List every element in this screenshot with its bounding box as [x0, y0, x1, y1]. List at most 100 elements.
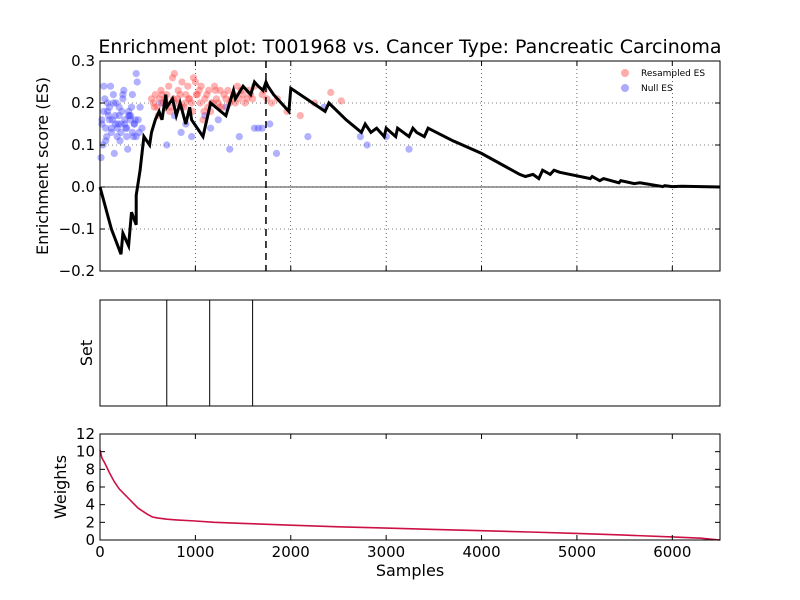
scatter-point: [205, 86, 213, 94]
scatter-point: [241, 99, 249, 107]
scatter-point: [176, 91, 184, 99]
scatter-point: [113, 133, 121, 141]
weights-x-ticks: 0 1000 2000 3000 4000 5000 6000: [95, 434, 691, 561]
y-tick-label: 0.2: [71, 94, 95, 112]
scatter-point: [266, 120, 274, 128]
scatter-point: [116, 137, 124, 145]
scatter-point: [163, 141, 171, 149]
y-tick-label: 10: [76, 443, 95, 461]
x-tick-label: 6000: [653, 543, 691, 561]
scatter-point: [102, 137, 110, 145]
scatter-point: [118, 107, 126, 115]
x-tick-label: 4000: [462, 543, 500, 561]
scatter-point: [199, 116, 207, 124]
scatter-point: [239, 91, 247, 99]
scatter-point: [132, 133, 140, 141]
scatter-point: [405, 145, 413, 153]
scatter-point: [170, 70, 178, 78]
y-tick-label: 12: [76, 425, 95, 443]
scatter-point: [122, 124, 130, 132]
scatter-point: [250, 124, 259, 132]
scatter-point: [132, 70, 140, 78]
scatter-point: [272, 149, 281, 157]
legend-label-resampled: Resampled ES: [641, 69, 705, 79]
scatter-point: [231, 99, 239, 107]
scatter-point: [115, 112, 123, 120]
scatter-point: [363, 141, 371, 149]
scatter-point: [211, 86, 219, 94]
scatter-point: [181, 99, 189, 107]
scatter-point: [155, 95, 163, 103]
scatter-point: [243, 95, 251, 103]
scatter-point: [185, 95, 193, 103]
legend: Resampled ES Null ES: [621, 69, 705, 94]
scatter-point: [98, 116, 106, 124]
enrichment-frame: [99, 60, 721, 272]
scatter-point: [212, 95, 220, 103]
set-hit-lines: [166, 300, 254, 406]
scatter-point: [104, 99, 112, 107]
scatter-point: [128, 91, 136, 99]
scatter-point: [150, 103, 158, 111]
scatter-point: [214, 116, 222, 124]
scatter-point: [207, 124, 215, 132]
scatter-point: [195, 86, 203, 94]
x-axis-label: Samples: [376, 561, 444, 580]
scatter-point: [203, 91, 211, 99]
y-tick-label: 0: [85, 531, 95, 549]
scatter-point: [254, 124, 262, 132]
scatter-point: [104, 107, 112, 115]
scatter-point: [125, 107, 133, 115]
scatter-point: [268, 99, 276, 107]
scatter-point: [107, 128, 115, 136]
set-frame: [99, 299, 721, 407]
scatter-point: [119, 91, 127, 99]
y-tick-label: 8: [85, 460, 95, 478]
scatter-point: [166, 107, 174, 115]
scatter-point: [105, 103, 114, 111]
scatter-point: [109, 91, 117, 99]
scatter-point: [138, 124, 146, 132]
enrichment-x-tick-marks: [99, 61, 673, 271]
scatter-point: [113, 124, 121, 132]
scatter-point: [124, 145, 132, 153]
scatter-point: [129, 133, 137, 141]
scatter-point: [214, 99, 222, 107]
scatter-point: [112, 99, 120, 107]
scatter-point: [109, 99, 117, 107]
scatter-point: [157, 86, 165, 94]
scatter-point: [235, 133, 243, 141]
weights-frame: [99, 433, 721, 541]
x-tick-label: 3000: [367, 543, 405, 561]
scatter-point: [224, 86, 232, 94]
set-y-label: Set: [77, 340, 96, 366]
scatter-point: [263, 95, 271, 103]
scatter-point: [304, 133, 312, 141]
scatter-point: [147, 95, 156, 103]
scatter-point: [127, 103, 136, 111]
scatter-point: [111, 120, 119, 128]
scatter-point: [191, 78, 199, 86]
enrichment-grid: [100, 61, 720, 271]
y-tick-label: 6: [85, 478, 95, 496]
x-tick-label: 2000: [272, 543, 310, 561]
scatter-point: [151, 91, 159, 99]
weights-line: [99, 449, 721, 541]
scatter-point: [117, 128, 125, 136]
scatter-point: [188, 133, 196, 141]
scatter-point: [197, 82, 205, 90]
scatter-point: [233, 82, 241, 90]
scatter-point: [110, 149, 118, 157]
scatter-point: [356, 133, 364, 141]
scatter-point: [100, 107, 108, 115]
y-tick-label: 0.0: [71, 178, 95, 196]
scatter-point: [184, 82, 192, 90]
scatter-point: [258, 124, 266, 132]
scatter-point: [105, 116, 114, 124]
scatter-point: [186, 95, 194, 103]
set-panel: Set: [77, 299, 721, 407]
scatter-point: [107, 124, 115, 132]
scatter-point: [97, 154, 105, 162]
scatter-point: [193, 91, 201, 99]
